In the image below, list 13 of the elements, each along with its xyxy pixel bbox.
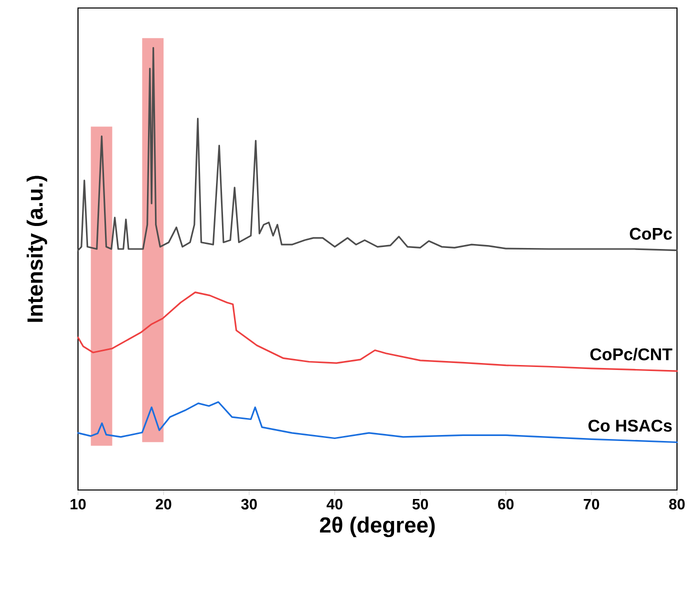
x-tick-label: 50 bbox=[412, 498, 428, 510]
y-axis-title: Intensity (a.u.) bbox=[26, 176, 48, 322]
series-label: CoPc/CNT bbox=[590, 348, 672, 361]
x-tick-label: 10 bbox=[70, 498, 86, 510]
x-tick-label: 40 bbox=[326, 498, 342, 510]
x-tick-label: 80 bbox=[669, 498, 685, 510]
x-axis-title: 2θ (degree) bbox=[320, 516, 435, 538]
x-tick-label: 20 bbox=[156, 498, 172, 510]
x-tick-label: 30 bbox=[241, 498, 257, 510]
series-label: CoPc bbox=[630, 228, 672, 240]
x-tick-label: 60 bbox=[498, 498, 514, 510]
x-tick-label: 70 bbox=[584, 498, 600, 510]
series-label: Co HSACs bbox=[588, 420, 672, 432]
